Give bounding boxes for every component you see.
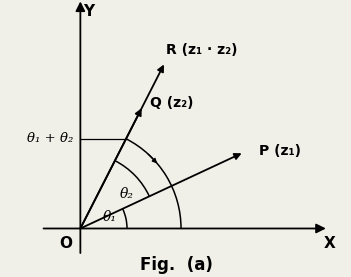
- Text: Y: Y: [84, 4, 94, 19]
- Text: O: O: [59, 236, 72, 251]
- Text: θ₂: θ₂: [120, 187, 134, 201]
- Text: Fig.  (a): Fig. (a): [140, 256, 213, 274]
- Text: R (z₁ · z₂): R (z₁ · z₂): [166, 43, 238, 57]
- Text: θ₁ + θ₂: θ₁ + θ₂: [27, 132, 73, 145]
- Text: P (z₁): P (z₁): [259, 144, 301, 158]
- Text: X: X: [323, 236, 335, 251]
- Text: Q (z₂): Q (z₂): [150, 96, 194, 110]
- Text: θ₁: θ₁: [103, 210, 117, 224]
